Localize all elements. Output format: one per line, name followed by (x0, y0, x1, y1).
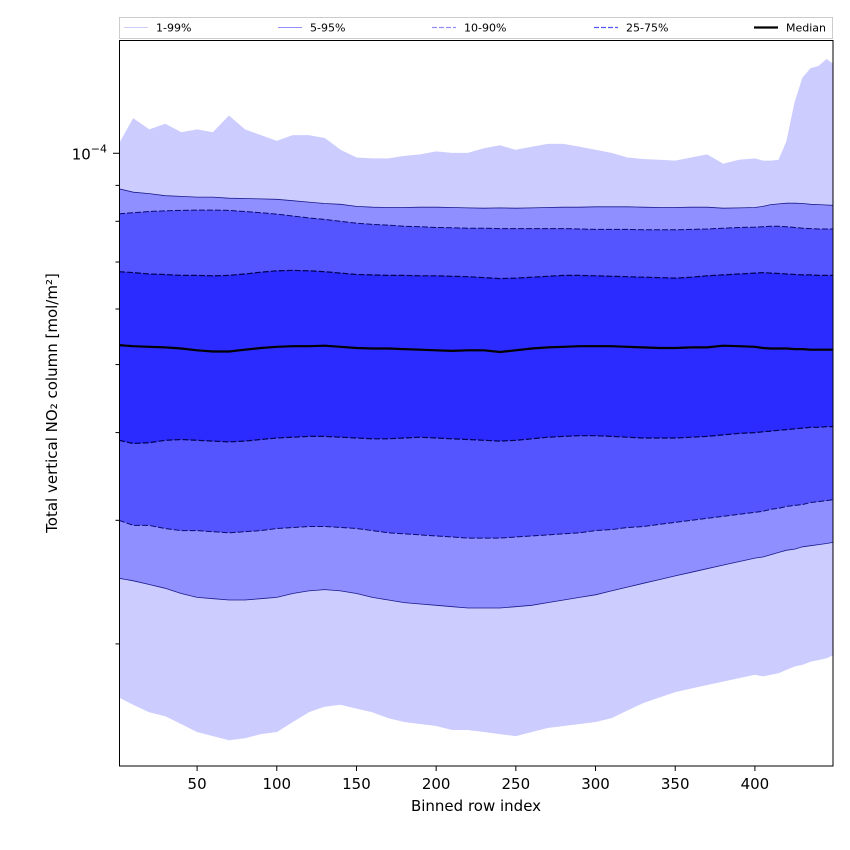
line-1-99-lower (119, 654, 833, 741)
line-median (119, 344, 833, 354)
legend-label-5-95: 5-95% (310, 22, 345, 35)
line-5-95-upper (119, 188, 833, 209)
legend: 1-99% 5-95% 10-90% 25-75% Median (119, 17, 833, 39)
x-tick-label-150: 150 (342, 775, 371, 793)
y-tick-label-major: 10−4 (72, 142, 107, 163)
x-axis-label: Binned row index (411, 797, 541, 815)
y-axis: 10−4 (72, 142, 119, 645)
x-tick-label-250: 250 (502, 775, 531, 793)
x-tick-label-350: 350 (661, 775, 690, 793)
axes-frame (119, 40, 834, 767)
legend-label-1-99: 1-99% (156, 22, 191, 35)
legend-label-10-90: 10-90% (464, 22, 506, 35)
line-10-90-lower (119, 499, 833, 539)
line-10-90-upper (119, 209, 833, 231)
x-tick-label-50: 50 (188, 775, 207, 793)
legend-label-median: Median (786, 22, 826, 35)
line-25-75-upper (119, 269, 833, 280)
line-25-75-lower (119, 426, 833, 445)
x-tick-label-400: 400 (741, 775, 770, 793)
x-axis: 50 100 150 200 250 300 350 400 (188, 766, 770, 793)
x-tick-label-300: 300 (581, 775, 610, 793)
x-tick-label-100: 100 (262, 775, 291, 793)
band-25-75 (119, 270, 833, 444)
plot-area (119, 59, 833, 740)
line-1-99-upper (119, 58, 833, 165)
series-lines (119, 58, 833, 741)
x-tick-label-200: 200 (422, 775, 451, 793)
legend-frame (119, 17, 833, 39)
line-5-95-lower (119, 542, 833, 609)
legend-label-25-75: 25-75% (626, 22, 668, 35)
y-axis-label: Total vertical NO₂ column [mol/m²] (43, 273, 61, 534)
